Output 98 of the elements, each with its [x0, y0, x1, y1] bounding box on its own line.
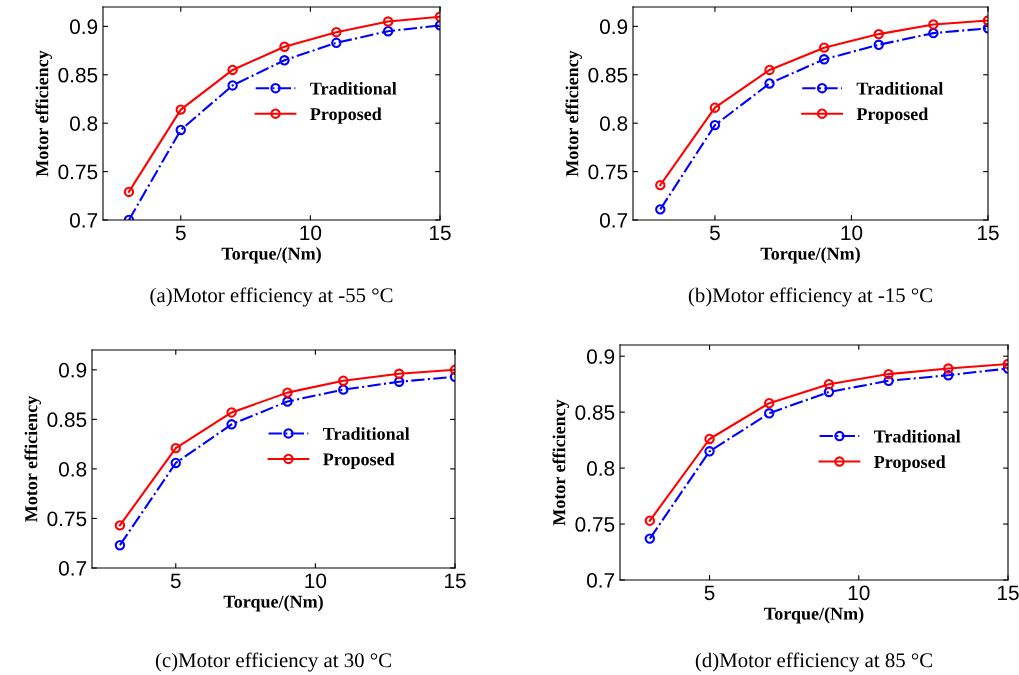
- x-tick-label: 5: [170, 573, 181, 589]
- point: [227, 64, 238, 76]
- point: [279, 55, 290, 66]
- legend-label: Traditional: [856, 81, 944, 95]
- point: [382, 16, 394, 27]
- x-axis-title: Torque/(Nm): [223, 595, 323, 612]
- y-tick-label: 0.8: [58, 461, 87, 477]
- x-axis-title: Torque/(Nm): [764, 607, 864, 624]
- y-tick-label: 0.7: [586, 573, 615, 588]
- text: (d)Motor efficiency at 85 °C: [695, 652, 932, 672]
- y-tick-label: 0.9: [69, 19, 98, 35]
- point: [175, 104, 186, 115]
- x-tick-label: 15: [998, 585, 1019, 601]
- y-tick-label: 0.9: [58, 362, 87, 378]
- x-tick-label: 10: [841, 225, 863, 241]
- y-tick-label: 0.7: [599, 213, 628, 228]
- y-tick-label: 0.75: [588, 164, 628, 180]
- y-tick-label: 0.85: [47, 412, 87, 428]
- point: [764, 78, 775, 89]
- y-tick-label: 0.8: [586, 461, 615, 476]
- point: [393, 368, 405, 379]
- point: [170, 457, 181, 469]
- y-tick-label: 0.75: [575, 517, 615, 532]
- x-axis-title: Torque/(Nm): [221, 247, 321, 264]
- legend-label: Proposed: [310, 107, 382, 124]
- text: (a)Motor efficiency at -55 °C: [150, 287, 393, 307]
- point: [282, 387, 293, 398]
- point: [764, 408, 775, 419]
- x-tick-label: 10: [300, 225, 322, 241]
- point: [883, 368, 894, 380]
- y-tick-label: 0.8: [69, 116, 98, 131]
- point: [704, 446, 715, 457]
- point: [943, 363, 954, 374]
- text: (c)Motor efficiency at 30 °C: [155, 652, 391, 672]
- x-tick-label: 5: [709, 225, 720, 241]
- legend-label: Proposed: [874, 455, 946, 472]
- point: [644, 515, 656, 526]
- point: [818, 54, 830, 65]
- point: [873, 28, 884, 40]
- y-axis-title: Motor efficiency: [24, 395, 42, 522]
- point: [226, 407, 237, 418]
- point: [338, 375, 349, 386]
- legend-label: Traditional: [874, 429, 961, 443]
- y-tick-label: 0.8: [599, 116, 628, 131]
- legend-label: Proposed: [856, 107, 929, 124]
- y-axis-title: Motor efficiency: [552, 399, 570, 526]
- point: [928, 19, 939, 30]
- point: [704, 433, 715, 445]
- x-tick-label: 15: [978, 225, 999, 241]
- y-axis-title: Motor efficiency: [35, 50, 53, 177]
- point: [279, 41, 290, 52]
- point: [114, 520, 126, 531]
- legend-label: Traditional: [323, 427, 410, 440]
- legend-label: Traditional: [310, 81, 397, 95]
- point: [175, 124, 186, 136]
- point: [170, 442, 181, 454]
- point: [943, 370, 954, 381]
- y-tick-label: 0.85: [575, 405, 615, 420]
- point: [338, 384, 349, 395]
- point: [823, 386, 835, 398]
- x-tick-label: 10: [848, 585, 870, 601]
- y-tick-label: 0.75: [47, 511, 87, 527]
- point: [644, 533, 656, 544]
- y-tick-label: 0.9: [586, 349, 615, 364]
- point: [114, 540, 126, 551]
- point: [227, 80, 238, 91]
- point: [818, 42, 830, 53]
- point: [709, 102, 721, 113]
- x-tick-label: 5: [175, 225, 186, 241]
- x-axis-title: Torque/(Nm): [760, 247, 860, 264]
- point: [655, 204, 666, 215]
- y-tick-label: 0.7: [69, 213, 98, 228]
- point: [655, 179, 666, 191]
- y-tick-label: 0.7: [58, 561, 87, 576]
- text: (b)Motor efficiency at -15 °C: [688, 287, 932, 307]
- point: [393, 376, 405, 387]
- x-tick-label: 10: [305, 573, 327, 589]
- point: [764, 64, 775, 76]
- y-tick-label: 0.9: [599, 19, 628, 35]
- x-tick-label: 15: [445, 573, 466, 589]
- x-tick-label: 15: [430, 225, 451, 241]
- point: [873, 39, 884, 50]
- point: [883, 375, 894, 387]
- point: [331, 37, 342, 49]
- point: [331, 26, 342, 38]
- point: [226, 419, 237, 430]
- x-tick-label: 5: [704, 585, 715, 601]
- point: [709, 119, 721, 131]
- point: [382, 26, 394, 37]
- point: [764, 397, 775, 409]
- point: [823, 378, 835, 390]
- y-tick-label: 0.75: [58, 164, 98, 180]
- legend-label: Proposed: [323, 452, 395, 470]
- point: [282, 396, 293, 407]
- y-tick-label: 0.85: [58, 67, 98, 83]
- y-tick-label: 0.85: [588, 67, 628, 83]
- y-axis-title: Motor efficiency: [565, 50, 583, 177]
- point: [123, 186, 135, 198]
